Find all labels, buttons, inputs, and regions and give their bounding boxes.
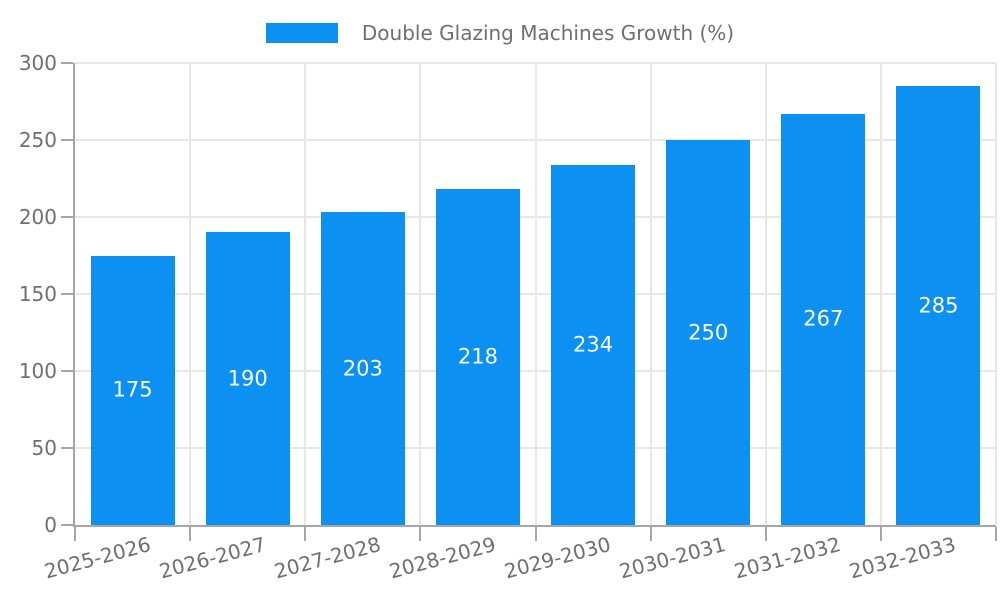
bar: 250 (666, 140, 751, 525)
x-axis-tick (74, 527, 76, 541)
x-tick-label: 2026-2027 (156, 532, 268, 584)
x-tick-label: 2031-2032 (732, 532, 844, 584)
x-axis-tick (419, 527, 422, 541)
y-tick-label: 250 (18, 128, 57, 152)
x-tick-label: 2030-2031 (616, 532, 729, 584)
y-tick-label: 150 (18, 282, 57, 306)
y-tick-label: 0 (44, 513, 57, 537)
legend-swatch-icon (265, 23, 338, 43)
bar: 218 (435, 189, 520, 525)
y-axis-tick (61, 447, 73, 450)
y-axis-tick (61, 370, 73, 373)
bar-value-label: 218 (457, 344, 498, 369)
x-axis-tick (764, 527, 767, 541)
v-gridline (649, 63, 652, 525)
bar: 234 (551, 164, 636, 525)
y-tick-label: 200 (18, 205, 57, 230)
x-tick-label: 2027-2028 (271, 532, 384, 584)
legend-label: Double Glazing Machines Growth (%) (361, 21, 735, 45)
y-axis-tick (61, 293, 73, 295)
y-tick-label: 300 (18, 51, 57, 75)
bar-value-label: 250 (688, 320, 729, 344)
bar: 175 (90, 255, 175, 525)
x-tick-label: 2025-2026 (41, 532, 153, 584)
bar-value-label: 234 (573, 332, 614, 357)
bar: 285 (896, 86, 981, 525)
y-axis-tick (61, 139, 73, 141)
x-tick-label: 2028-2029 (386, 532, 499, 584)
x-tick-label: 2032-2033 (847, 532, 959, 584)
y-tick-label: 100 (18, 359, 57, 384)
bar: 190 (205, 232, 290, 525)
y-axis-tick (61, 216, 73, 219)
v-gridline (534, 63, 537, 525)
x-axis-tick (189, 527, 192, 541)
v-gridline (995, 63, 997, 525)
legend: Double Glazing Machines Growth (%) (0, 21, 1000, 45)
bar-value-label: 203 (342, 356, 383, 381)
v-gridline (189, 63, 192, 525)
x-axis-tick (649, 527, 652, 541)
x-axis-tick (879, 527, 882, 541)
v-gridline (764, 63, 767, 525)
x-axis-tick (304, 527, 307, 541)
y-tick-label: 50 (31, 436, 57, 461)
bar-value-label: 285 (918, 293, 959, 318)
v-gridline (419, 63, 422, 525)
y-axis-tick (61, 62, 73, 64)
x-axis-tick (534, 527, 537, 541)
bar: 203 (320, 212, 405, 525)
x-axis-tick (995, 527, 997, 541)
v-gridline (304, 63, 307, 525)
v-gridline (879, 63, 882, 525)
plot-area: 0 50 100 150 200 250 300 175 2025-2026 190 2026-20… (19, 53, 997, 583)
bar-value-label: 190 (227, 366, 268, 391)
x-tick-label: 2029-2030 (501, 532, 614, 584)
bar-value-label: 267 (803, 306, 844, 331)
y-axis-tick (61, 524, 73, 526)
bar: 267 (781, 113, 866, 525)
bar-value-label: 175 (112, 377, 153, 402)
